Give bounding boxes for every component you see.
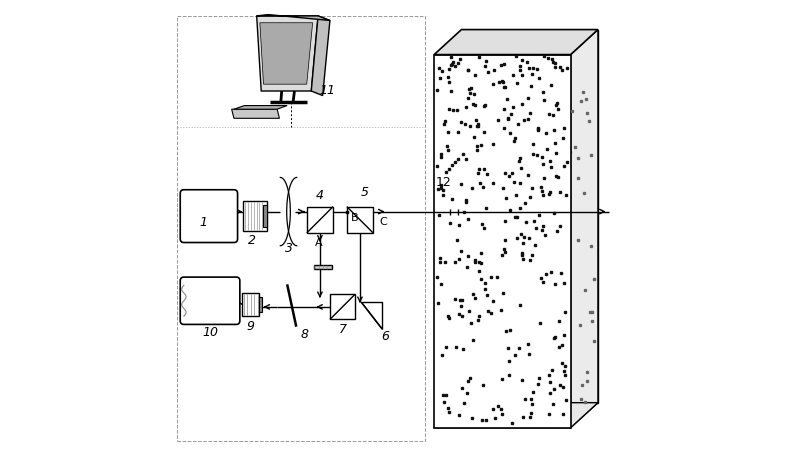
Bar (314, 265, 332, 269)
Text: 12: 12 (436, 176, 451, 188)
Polygon shape (311, 16, 330, 96)
Text: 4: 4 (316, 189, 324, 202)
Polygon shape (232, 109, 279, 118)
Polygon shape (257, 15, 330, 20)
Bar (243, 201, 266, 231)
Text: 6: 6 (382, 330, 390, 343)
Polygon shape (434, 403, 598, 428)
Polygon shape (260, 23, 313, 84)
Polygon shape (570, 30, 598, 428)
Polygon shape (434, 55, 570, 428)
Polygon shape (234, 106, 287, 109)
Bar (346, 207, 373, 233)
FancyBboxPatch shape (180, 277, 240, 324)
Text: 2: 2 (248, 234, 256, 247)
Text: 3: 3 (285, 243, 293, 255)
Text: 1: 1 (199, 217, 207, 229)
Text: 9: 9 (246, 320, 254, 333)
Bar (177, 16, 425, 441)
Text: 8: 8 (301, 329, 309, 341)
Polygon shape (434, 30, 598, 55)
Polygon shape (462, 30, 598, 403)
Bar (259, 297, 262, 312)
Bar (306, 207, 333, 233)
Bar (242, 293, 259, 316)
FancyBboxPatch shape (180, 190, 238, 243)
Polygon shape (257, 16, 318, 91)
Bar (263, 205, 266, 227)
Text: 10: 10 (202, 326, 218, 339)
Text: B: B (350, 213, 358, 223)
Bar (330, 294, 355, 319)
Text: 7: 7 (338, 323, 346, 336)
Text: A: A (315, 238, 323, 248)
Text: 5: 5 (361, 187, 369, 199)
Text: C: C (379, 217, 387, 227)
Polygon shape (362, 302, 382, 329)
Text: 11: 11 (319, 85, 335, 97)
